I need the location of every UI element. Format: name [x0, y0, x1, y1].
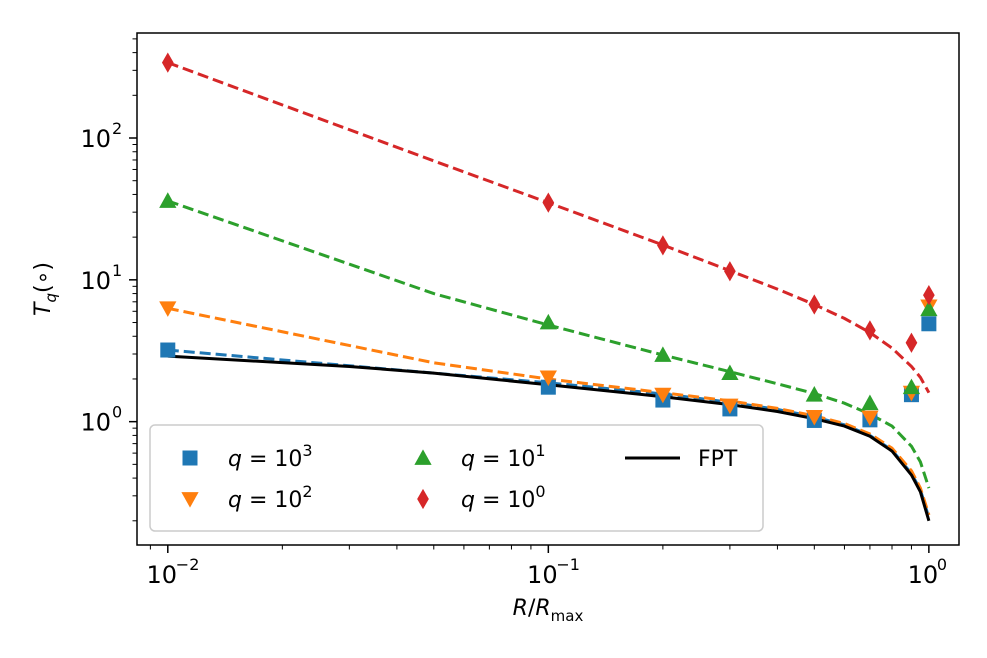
- legend-series-0-marker: [182, 450, 198, 466]
- x-tick-exponent: −2: [176, 555, 200, 574]
- legend-series-2-label: q = 101: [461, 441, 546, 472]
- y-tick-exponent: 2: [112, 119, 122, 138]
- series-2-point: [654, 346, 672, 362]
- series-1-point: [805, 410, 823, 426]
- legend-series-2-marker: [414, 449, 432, 465]
- x-tick-label: 10: [147, 561, 178, 589]
- series-3-point: [864, 320, 876, 341]
- legend-series-1-label: q = 102: [228, 482, 313, 513]
- series-2-point: [539, 313, 557, 330]
- series-3-point: [542, 192, 555, 213]
- y-tick-label: 10: [80, 267, 111, 295]
- series-3-point: [161, 52, 174, 73]
- legend-series-3-label: q = 100: [461, 482, 546, 513]
- series-1-point: [861, 410, 879, 427]
- series-3-point: [657, 235, 669, 256]
- plot-area: [159, 52, 938, 522]
- x-tick-exponent: −1: [556, 555, 580, 574]
- series-3-point: [808, 294, 821, 315]
- series-0-point: [540, 379, 556, 395]
- x-tick-label: 10: [527, 561, 558, 589]
- series-0-point: [160, 342, 176, 358]
- y-tick-label: 10: [80, 125, 111, 153]
- x-tick-exponent: 0: [937, 555, 947, 574]
- fpt-line: [167, 354, 931, 522]
- series-1-point: [654, 387, 672, 404]
- y-tick-label: 10: [80, 409, 111, 437]
- series-1-point: [721, 398, 739, 415]
- series-1-point: [539, 370, 557, 387]
- legend-box: [149, 424, 764, 532]
- y-axis-label: Tq(∘): [31, 262, 60, 316]
- y-tick-exponent: 0: [112, 403, 122, 422]
- legend-series-0-label: q = 103: [228, 441, 313, 472]
- legend-series-1-marker: [181, 492, 199, 508]
- series-2-point: [902, 378, 921, 395]
- series-2-point: [861, 394, 879, 411]
- series-2-point: [159, 192, 177, 208]
- x-tick-label: 10: [908, 561, 939, 589]
- legend-series-3-marker: [417, 488, 429, 510]
- series-3-point: [724, 261, 736, 282]
- series-2-point: [805, 386, 823, 402]
- legend-series-4-label: FPT: [698, 447, 738, 472]
- legend: q = 103 q = 102 q = 101 q = 100 FPT: [149, 424, 764, 532]
- x-axis-label: R/Rmax: [513, 596, 584, 625]
- series-3-point: [905, 332, 918, 353]
- series-3-point: [923, 285, 935, 306]
- series-0-point: [921, 316, 937, 332]
- series-2-point: [721, 364, 739, 380]
- series-1-point: [159, 301, 177, 317]
- y-tick-exponent: 1: [112, 261, 122, 280]
- series-2-point: [920, 300, 938, 317]
